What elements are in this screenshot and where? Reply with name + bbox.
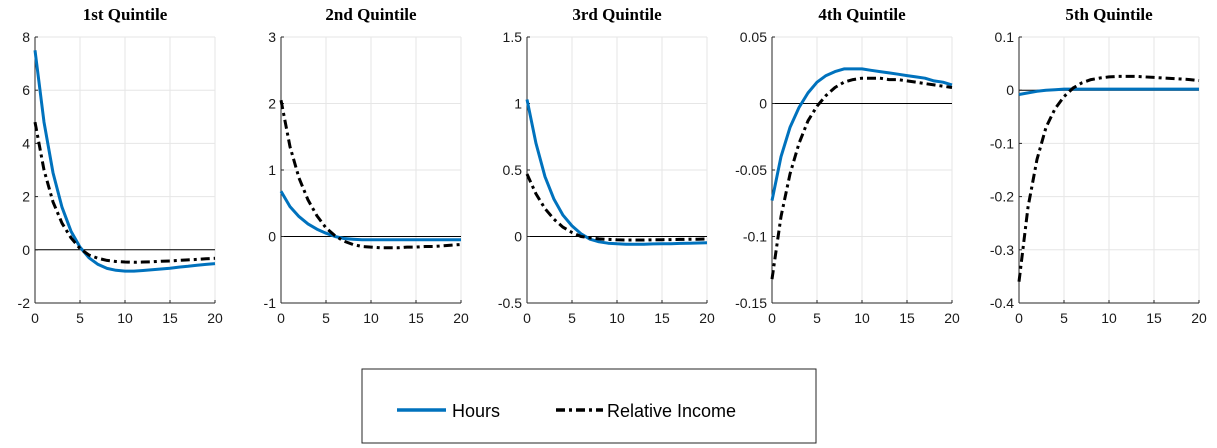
series-line-hours xyxy=(33,50,216,273)
y-tick-label: 0.1 xyxy=(995,29,1015,45)
series-line-hours xyxy=(279,190,461,242)
y-tick-label: -2 xyxy=(18,295,31,311)
y-tick-label: 0 xyxy=(1006,82,1014,98)
series-line-hours xyxy=(1018,87,1199,96)
x-tick-label: 10 xyxy=(609,310,625,326)
series-line-relative-income xyxy=(33,121,216,264)
x-tick-label: 10 xyxy=(117,310,133,326)
y-tick-label: 4 xyxy=(22,135,30,151)
x-tick-label: 15 xyxy=(654,310,670,326)
x-tick-label: 10 xyxy=(1101,310,1117,326)
series-line-relative-income xyxy=(770,76,953,280)
y-tick-label: 0 xyxy=(268,229,276,245)
panel-title: 2nd Quintile xyxy=(325,5,417,24)
series-line-relative-income xyxy=(1017,74,1200,282)
y-tick-label: 0 xyxy=(514,229,522,245)
x-tick-label: 20 xyxy=(453,310,469,326)
series-line-hours xyxy=(525,99,708,246)
panel-title: 1st Quintile xyxy=(83,5,168,24)
y-tick-label: 1 xyxy=(514,96,522,112)
x-tick-label: 5 xyxy=(322,310,330,326)
x-tick-label: 20 xyxy=(207,310,223,326)
panel-title: 4th Quintile xyxy=(818,5,906,24)
y-tick-label: 0 xyxy=(22,242,30,258)
legend-hours-label: Hours xyxy=(452,401,500,421)
x-tick-label: 5 xyxy=(813,310,821,326)
y-tick-label: -0.05 xyxy=(735,162,767,178)
y-tick-label: 0.5 xyxy=(503,162,523,178)
x-tick-label: 15 xyxy=(1146,310,1162,326)
x-tick-label: 20 xyxy=(1191,310,1207,326)
x-tick-label: 10 xyxy=(363,310,379,326)
panel-title: 5th Quintile xyxy=(1065,5,1153,24)
x-tick-label: 0 xyxy=(277,310,285,326)
y-tick-label: -0.15 xyxy=(735,295,767,311)
y-tick-label: -0.2 xyxy=(990,189,1014,205)
x-tick-label: 15 xyxy=(899,310,915,326)
y-tick-label: 6 xyxy=(22,82,30,98)
y-tick-label: -0.1 xyxy=(990,135,1014,151)
x-tick-label: 5 xyxy=(568,310,576,326)
panel-title: 3rd Quintile xyxy=(572,5,662,24)
y-tick-label: 2 xyxy=(22,189,30,205)
y-tick-label: -0.4 xyxy=(990,295,1014,311)
x-tick-label: 0 xyxy=(523,310,531,326)
y-tick-label: 8 xyxy=(22,29,30,45)
y-tick-label: -0.3 xyxy=(990,242,1014,258)
y-tick-label: 2 xyxy=(268,96,276,112)
y-tick-label: 0 xyxy=(759,96,767,112)
y-tick-label: 1.5 xyxy=(503,29,523,45)
x-tick-label: 0 xyxy=(1015,310,1023,326)
y-tick-label: -1 xyxy=(264,295,277,311)
panel-4: 0 5 10 15 20 -0.15 -0.1 -0.05 0 0.05 4th Quintile xyxy=(735,5,960,326)
series-line-relative-income xyxy=(279,99,462,250)
y-tick-label: -0.1 xyxy=(743,229,767,245)
x-tick-label: 5 xyxy=(1060,310,1068,326)
y-tick-label: 1 xyxy=(268,162,276,178)
series-line-relative-income xyxy=(525,173,708,242)
x-tick-label: 20 xyxy=(699,310,715,326)
x-tick-label: 15 xyxy=(162,310,178,326)
x-tick-label: 5 xyxy=(76,310,84,326)
x-tick-label: 15 xyxy=(408,310,424,326)
y-tick-label: -0.5 xyxy=(498,295,522,311)
y-tick-label: 3 xyxy=(268,29,276,45)
x-tick-label: 20 xyxy=(944,310,960,326)
legend: Hours Relative Income xyxy=(361,368,817,444)
x-tick-label: 0 xyxy=(768,310,776,326)
legend-relative-income-label: Relative Income xyxy=(607,401,736,421)
panel-5: 0 5 10 15 20 -0.4 -0.3 -0.2 -0.1 0 0.1 5th Quintile xyxy=(990,5,1207,326)
y-tick-label: 0.05 xyxy=(740,29,767,45)
series-line-hours xyxy=(770,67,953,201)
legend-box xyxy=(361,368,817,444)
x-tick-label: 10 xyxy=(854,310,870,326)
x-tick-label: 0 xyxy=(31,310,39,326)
